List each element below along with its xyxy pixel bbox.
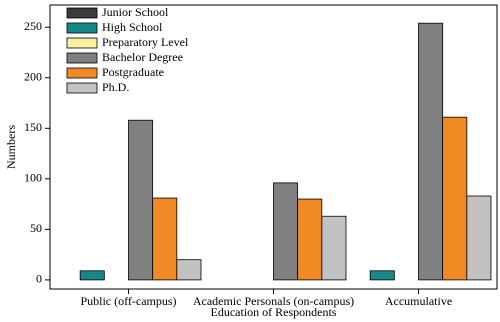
y-tick-label: 50 <box>30 221 42 235</box>
legend-label: High School <box>102 20 163 34</box>
y-axis-label: Numbers <box>4 125 18 169</box>
bar <box>442 116 468 281</box>
y-tick-label: 200 <box>24 70 42 84</box>
legend-label: Preparatory Level <box>102 35 189 49</box>
plot-frame <box>49 4 498 290</box>
legend-swatch <box>66 22 98 34</box>
y-tick-label: 100 <box>24 171 42 185</box>
legend-swatch <box>66 52 98 64</box>
y-tick-label: 150 <box>24 120 42 134</box>
bar <box>273 182 299 281</box>
legend-label: Ph.D. <box>102 80 129 94</box>
legend-swatch <box>66 82 98 94</box>
bar <box>466 195 492 281</box>
x-tick-label: Accumulative <box>385 294 452 308</box>
bar <box>297 198 323 281</box>
x-tick-label: Academic Personals (on-campus) <box>193 294 354 308</box>
legend-label: Junior School <box>102 5 169 19</box>
legend-swatch <box>66 37 98 49</box>
legend-swatch <box>66 67 98 79</box>
x-axis-label: Education of Respondents <box>211 305 337 319</box>
bar <box>176 259 202 281</box>
bar <box>128 119 154 281</box>
y-tick-label: 0 <box>36 272 42 286</box>
bar <box>321 215 347 281</box>
legend-label: Bachelor Degree <box>102 50 183 64</box>
y-tick-label: 250 <box>24 19 42 33</box>
bar <box>418 22 444 281</box>
legend-label: Postgraduate <box>102 65 164 79</box>
bar <box>79 270 105 281</box>
bar <box>369 270 395 281</box>
legend-swatch <box>66 7 98 19</box>
x-tick-label: Public (off-campus) <box>80 294 176 308</box>
bar <box>152 197 178 281</box>
